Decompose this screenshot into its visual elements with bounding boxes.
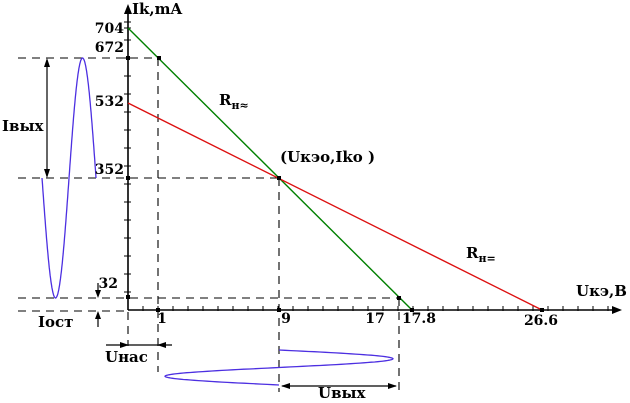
y-tick-672: 672 <box>94 40 124 56</box>
collector-current-sine <box>41 57 97 299</box>
y-tick-532: 532 <box>94 94 124 110</box>
output-voltage-label: Uвых <box>318 384 366 402</box>
x-tick-9: 9 <box>281 311 291 327</box>
x-tick-17: 17 <box>365 311 385 327</box>
x-tick-17-8: 17.8 <box>401 311 437 327</box>
x-axis-label: Uкэ,B <box>576 282 627 300</box>
operating-point-label: (Uкэо,Iko ) <box>280 148 376 166</box>
y-tick-704: 704 <box>94 21 124 37</box>
x-tick-26-6: 26.6 <box>523 313 559 329</box>
load-lines <box>127 27 543 311</box>
dc-load-line-label: Rн= <box>466 244 496 265</box>
marker-dots <box>126 56 544 312</box>
output-current-label: Iвых <box>2 117 44 135</box>
collector-voltage-sine <box>164 349 394 386</box>
dimension-arrows <box>44 58 397 389</box>
ac-load-line-label: Rн≈ <box>219 91 249 112</box>
x-tick-1: 1 <box>157 311 167 327</box>
y-tick-32: 32 <box>98 276 118 292</box>
saturation-voltage-label: Uнас <box>105 348 148 366</box>
y-axis-label: Ik,mA <box>132 0 183 18</box>
y-tick-352: 352 <box>94 162 124 178</box>
residual-current-label: Iост <box>38 313 74 331</box>
waveforms <box>41 57 394 386</box>
guide-lines <box>18 57 400 392</box>
